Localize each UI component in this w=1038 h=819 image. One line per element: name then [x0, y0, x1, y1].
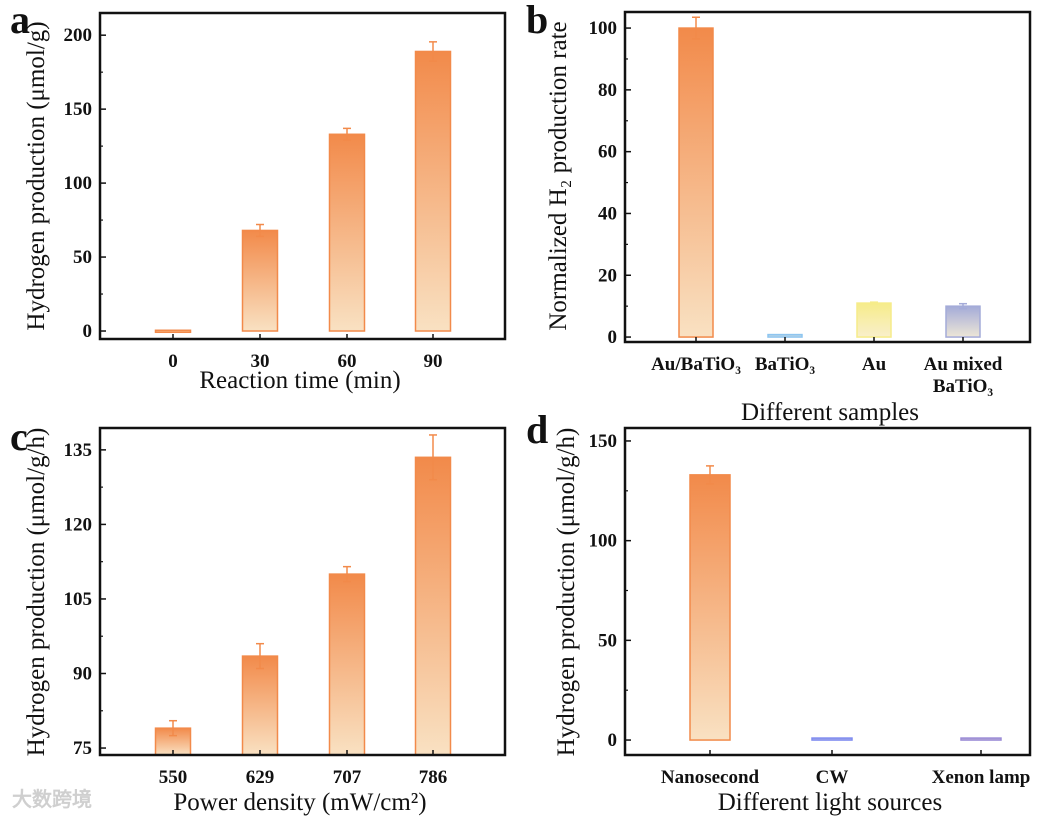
y-tick-label-a-1: 50 — [73, 247, 92, 268]
x-tick-label-c-0: 550 — [159, 767, 188, 788]
watermark: 大数跨境 — [12, 787, 92, 811]
y-tick-label-b-1: 20 — [598, 265, 617, 286]
y-tick-label-d-3: 150 — [589, 431, 618, 452]
y-tick-label-d-2: 100 — [589, 531, 618, 552]
x-tick-label-b-2: Au — [862, 354, 887, 375]
bar-c-1 — [241, 655, 279, 756]
x-tick-label-b-3: BaTiO₃ — [933, 376, 994, 397]
y-tick-label-a-2: 100 — [64, 173, 93, 194]
y-tick-label-c-1: 90 — [73, 663, 92, 684]
bar-b-3 — [945, 305, 981, 338]
panel-letter-d: d — [526, 407, 548, 452]
y-tick-label-a-3: 150 — [64, 99, 93, 120]
panel-c: 550 629 707 786 75 90 105 120 135 Power density (… — [23, 426, 507, 816]
y-tick-label-b-2: 40 — [598, 203, 617, 224]
y-tick-label-b-0: 0 — [608, 327, 618, 348]
x-tick-label-c-2: 707 — [333, 767, 362, 788]
x-tick-label-c-1: 629 — [246, 767, 275, 788]
panel-b: Au/BaTiO₃ BaTiO₃ Au Au mixedBaTiO₃020406080… — [545, 10, 1032, 426]
bar-b-1 — [767, 333, 803, 338]
x-tick-label-a-3: 90 — [424, 351, 443, 372]
panel-a: 0 30 60 90 0 50 100 150 200 Reaction time (min) Hy… — [23, 11, 507, 394]
error-bar-b-0 — [692, 16, 700, 40]
x-tick-label-d-1: CW — [816, 767, 849, 788]
panel-d: Nanosecond CW Xenon lamp 0 50 100 150 Different… — [553, 426, 1032, 816]
panel-letter-c: c — [10, 414, 28, 459]
y-tick-label-a-0: 0 — [83, 321, 93, 342]
y-tick-label-c-2: 105 — [64, 589, 93, 610]
bar-b-0 — [678, 27, 714, 338]
y-tick-label-d-0: 0 — [608, 730, 618, 751]
x-tick-label-d-2: Xenon lamp — [932, 767, 1031, 788]
plot-frame-c — [98, 426, 507, 757]
error-bar-c-1 — [256, 642, 264, 670]
bar-c-3 — [414, 456, 452, 756]
x-tick-label-b-1: BaTiO₃ — [755, 354, 816, 375]
y-tick-label-b-4: 80 — [598, 80, 617, 101]
y-tick-label-d-1: 50 — [598, 630, 617, 651]
bar-d-2 — [960, 737, 1002, 741]
y-axis-title-b: Normalized H₂ production rate — [545, 21, 572, 330]
x-tick-label-d-0: Nanosecond — [661, 767, 760, 788]
y-tick-label-c-0: 75 — [73, 738, 92, 759]
bar-a-2 — [328, 133, 366, 332]
plot-frame-a — [98, 11, 507, 341]
x-axis-title-d: Different light sources — [718, 789, 942, 816]
bar-b-2 — [856, 302, 892, 338]
error-bar-c-3 — [429, 434, 437, 481]
x-tick-label-a-2: 60 — [338, 351, 357, 372]
y-axis-title-a: Hydrogen production (μmol/g) — [23, 21, 50, 330]
error-bar-a-1 — [256, 223, 264, 238]
error-bar-b-3 — [959, 302, 967, 310]
plot-frame-d — [623, 426, 1032, 757]
y-tick-label-a-4: 200 — [64, 25, 93, 46]
x-axis-title-c: Power density (mW/cm²) — [173, 789, 426, 816]
x-tick-label-a-1: 30 — [251, 351, 270, 372]
x-axis-title-a: Reaction time (min) — [199, 367, 400, 394]
x-axis-title-b: Different samples — [741, 399, 919, 426]
y-tick-label-b-3: 60 — [598, 142, 617, 163]
bar-a-1 — [241, 229, 279, 332]
plot-frame-b — [623, 10, 1032, 344]
panel-letter-b: b — [526, 0, 548, 42]
x-tick-label-a-0: 0 — [168, 351, 178, 372]
x-tick-label-b-0: Au/BaTiO₃ — [651, 354, 741, 375]
bar-d-1 — [811, 737, 853, 741]
error-bar-c-2 — [343, 565, 351, 583]
y-tick-label-c-4: 135 — [64, 440, 93, 461]
y-axis-title-d: Hydrogen production (μmol/g/h) — [553, 428, 580, 757]
error-bar-a-2 — [343, 127, 351, 141]
x-tick-label-c-3: 786 — [419, 767, 448, 788]
error-bar-b-2 — [870, 301, 878, 305]
error-bar-c-0 — [169, 719, 177, 737]
x-tick-label-b-3: Au mixed — [924, 354, 1003, 375]
error-bar-d-0 — [706, 465, 714, 485]
bar-a-3 — [414, 50, 452, 332]
y-axis-title-c: Hydrogen production (μmol/g/h) — [23, 428, 50, 757]
bar-a-0 — [154, 329, 192, 334]
bar-c-2 — [328, 573, 366, 756]
panel-letter-a: a — [10, 0, 30, 42]
y-tick-label-b-5: 100 — [589, 18, 618, 39]
y-tick-label-c-3: 120 — [64, 514, 93, 535]
bar-d-0 — [689, 474, 731, 741]
error-bar-a-3 — [429, 41, 437, 62]
